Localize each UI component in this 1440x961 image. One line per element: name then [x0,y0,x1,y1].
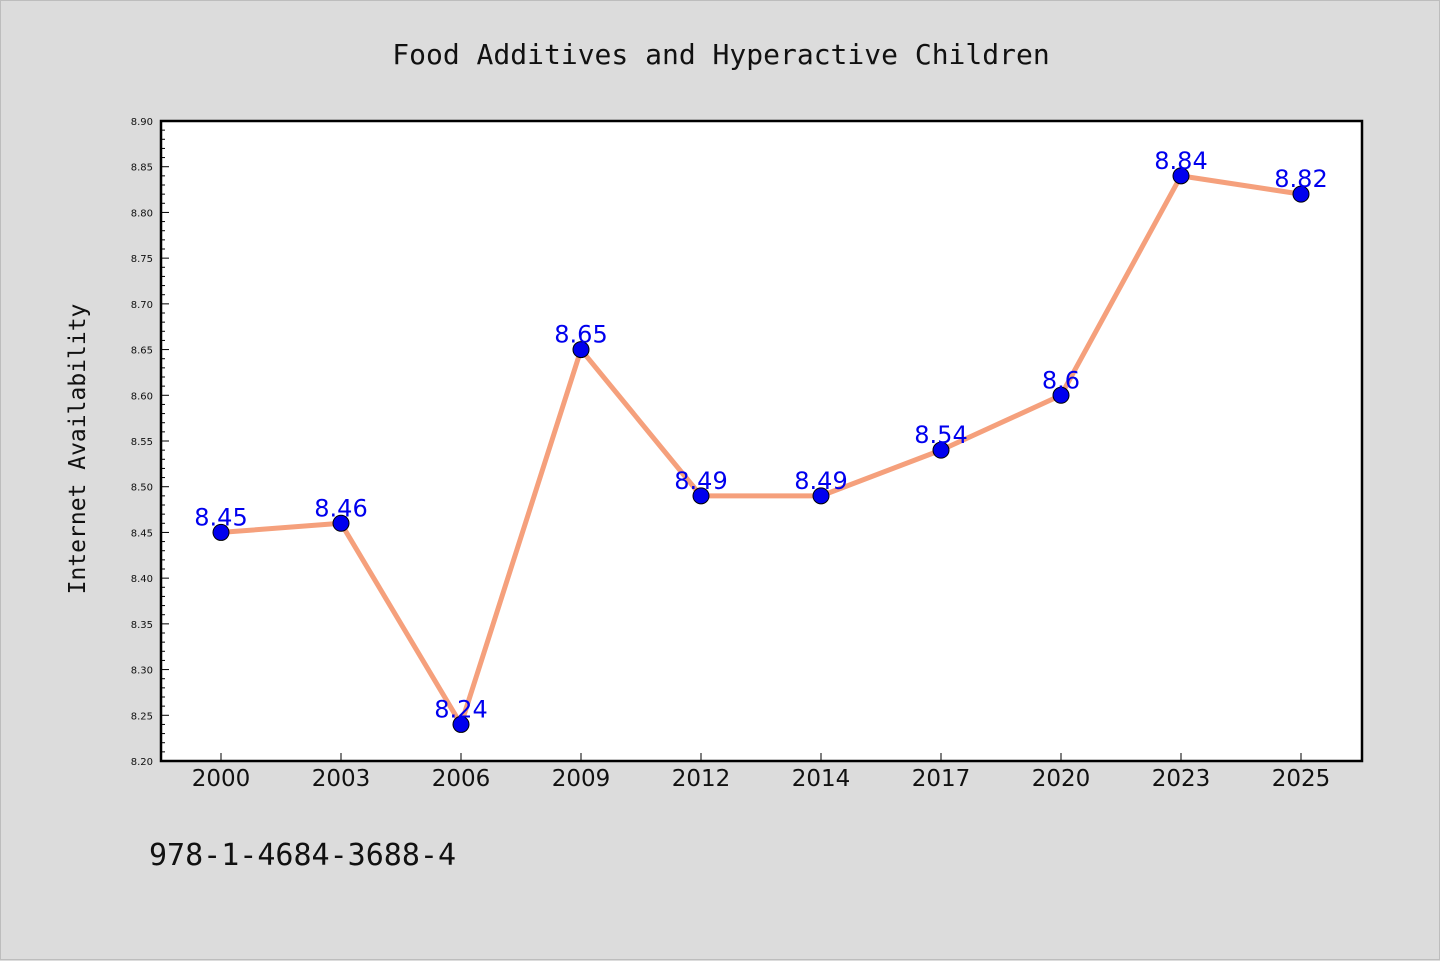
data-point [1292,185,1310,203]
y-tick-label: 8.80 [131,208,153,219]
x-tick-label: 2025 [1272,766,1331,792]
data-point [332,514,350,532]
y-tick-label: 8.20 [131,757,153,768]
data-label: 8.46 [314,494,367,522]
series-layer: 8.45 8.46 8.24 8.65 8.49 8.49 8.54 8.6 8.84 8.82 [194,147,1328,733]
data-label: 8.6 [1042,366,1080,394]
isbn-label: 978-1-4684-3688-4 [149,838,456,873]
y-tick-label: 8.60 [131,391,153,402]
data-label: 8.45 [194,503,247,531]
data-label: 8.49 [674,467,727,495]
plot-area [159,119,1364,763]
data-point [812,487,830,505]
x-tick-label: 2017 [912,766,971,792]
y-tick-label: 8.45 [131,528,153,539]
data-point [692,487,710,505]
x-tick-label: 2014 [792,766,851,792]
x-tick-label: 2003 [312,766,371,792]
series-line [218,173,1304,727]
y-tick-label: 8.70 [131,300,153,311]
data-point [1172,167,1190,185]
x-tick-label: 2023 [1152,766,1211,792]
y-tick-label: 8.25 [131,711,153,722]
x-tick-label: 2000 [192,766,251,792]
data-point [572,341,590,359]
x-axis: 2000 2003 2006 2009 2012 2014 2017 2020 2023 2025 [192,753,1331,792]
y-tick-label: 8.40 [131,574,153,585]
y-tick-label: 8.90 [131,117,153,128]
y-tick-label: 8.75 [131,254,153,265]
data-label: 8.24 [434,695,487,723]
chart-title: Food Additives and Hyperactive Children [392,38,1049,71]
data-point [452,715,470,733]
y-tick-label: 8.65 [131,346,153,357]
data-label: 8.65 [554,321,607,349]
x-tick-label: 2009 [552,766,611,792]
y-tick-label: 8.35 [131,620,153,631]
y-axis-label: Internet Availability [65,304,91,595]
data-point [1052,386,1070,404]
x-tick-label: 2006 [432,766,491,792]
data-point [212,523,230,541]
y-tick-label: 8.50 [131,483,153,494]
data-label: 8.82 [1274,165,1327,193]
x-tick-label: 2020 [1032,766,1091,792]
x-tick-label: 2012 [672,766,731,792]
data-label: 8.84 [1154,147,1207,175]
data-label: 8.54 [914,421,967,449]
y-tick-label: 8.55 [131,437,153,448]
y-tick-label: 8.30 [131,666,153,677]
data-point [932,441,950,459]
y-tick-label: 8.85 [131,163,153,174]
data-label: 8.49 [794,467,847,495]
y-axis: 8.20 8.25 8.30 8.35 8.40 8.45 8.50 8.55 8.60 8.65… [131,117,169,768]
